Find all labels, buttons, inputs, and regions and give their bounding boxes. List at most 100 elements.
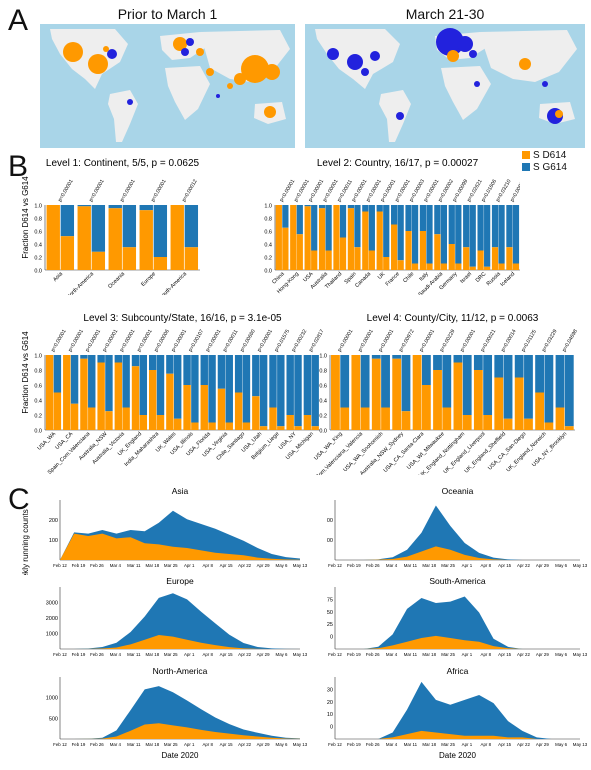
chart-title: North-America bbox=[153, 666, 208, 676]
x-tick-label: Apr 1 bbox=[462, 652, 473, 657]
bar-g614-usa-0 bbox=[304, 205, 311, 207]
y-tick-label: 0.6 bbox=[34, 230, 42, 236]
area-g614 bbox=[335, 596, 580, 649]
bar-d614-usa-ny-brooklyn-1 bbox=[564, 426, 574, 430]
bar-d614-france-1 bbox=[397, 260, 404, 270]
bar-d614-usa-virginia-1 bbox=[225, 422, 233, 430]
bar-g614-uk-0 bbox=[376, 205, 383, 212]
y-tick-label: 0.8 bbox=[264, 217, 272, 223]
bar-g614-uk-england-sheffield-1 bbox=[503, 355, 513, 419]
bar-d614-usa-wi-milwaukee-1 bbox=[442, 407, 452, 430]
bar-d614-usa-ca-1 bbox=[70, 403, 79, 430]
x-tick-label-usa-ca-san-diego: USA_CA_San-Diego bbox=[487, 431, 527, 471]
x-tick-label: Mar 4 bbox=[386, 742, 398, 747]
bar-d614-usa-wi-milwaukee-0 bbox=[433, 370, 442, 430]
y-tick-label: 0 bbox=[330, 635, 333, 641]
bar-d614-uk-wales-1 bbox=[173, 418, 182, 430]
x-tick-label-france: France bbox=[385, 271, 401, 287]
bar-d614-chile-0 bbox=[405, 231, 412, 270]
chart-title: Level 4: County/City, 11/12, p = 0.0063 bbox=[367, 313, 539, 324]
bar-g614-australia-1 bbox=[325, 205, 332, 251]
y-tick-label: 100 bbox=[49, 538, 58, 544]
y-tick-label: 0.4 bbox=[34, 243, 42, 249]
y-tick-label: 0.0 bbox=[264, 269, 272, 275]
p-value-label: p=0.01125 bbox=[521, 329, 538, 353]
bar-d614-australia-victoria-1 bbox=[122, 407, 130, 430]
bar-g614-australia-nsw-1 bbox=[105, 355, 113, 412]
bar-g614-europe-1 bbox=[153, 205, 168, 257]
bar-g614-israel-1 bbox=[469, 205, 476, 267]
y-tick-label: 0.4 bbox=[319, 399, 327, 405]
bar-d614-usa-ca-san-diego-0 bbox=[514, 377, 524, 430]
x-tick-label: Feb 26 bbox=[366, 563, 380, 568]
chart-asia-weekly-counts: Asia 100 200 Feb 12 Feb 19 Feb 26 Mar 4 Mar 11 M… bbox=[21, 486, 308, 575]
x-tick-label: Apr 22 bbox=[517, 652, 530, 657]
bar-d614-italy-1 bbox=[426, 263, 433, 270]
bar-d614-north-america-0 bbox=[77, 206, 91, 270]
bar-d614-iceland-1 bbox=[512, 263, 520, 270]
x-tick-label: Mar 18 bbox=[422, 742, 436, 747]
bar-d614-uk-england-sheffield-1 bbox=[503, 418, 513, 430]
bar-g614-uk-england-nottingham-0 bbox=[453, 355, 463, 363]
p-value-label: p<0.00001 bbox=[57, 179, 75, 203]
x-tick-label: May 13 bbox=[293, 742, 308, 747]
p-value-label: p=0.00660 bbox=[239, 329, 257, 353]
x-tick-label: Apr 8 bbox=[202, 652, 213, 657]
y-tick-label: 20 bbox=[327, 700, 333, 706]
x-tick-label: May 6 bbox=[276, 652, 289, 657]
bar-g614-iceland-1 bbox=[512, 205, 520, 264]
x-tick-label: Apr 8 bbox=[481, 652, 492, 657]
legend-label-g614: S G614 bbox=[533, 162, 567, 173]
p-value-label: p=0.00107 bbox=[188, 329, 206, 353]
y-tick-label: 0.2 bbox=[264, 256, 272, 262]
bar-g614-chile-1 bbox=[411, 205, 419, 264]
chart-title: Africa bbox=[447, 666, 469, 676]
bar-d614-europe-1 bbox=[153, 257, 168, 270]
bar-g614-usa-virginia-0 bbox=[217, 355, 226, 389]
bar-d614-uk-england-norwich-1 bbox=[544, 422, 554, 430]
bar-d614-usa-ca-santa-clara-0 bbox=[412, 355, 422, 430]
x-tick-label: Apr 8 bbox=[202, 563, 213, 568]
x-tick-label-usa: USA bbox=[302, 271, 314, 283]
bar-g614-china-1 bbox=[282, 205, 289, 228]
x-tick-label: Mar 11 bbox=[404, 563, 418, 568]
bar-d614-usa-florida-0 bbox=[200, 385, 208, 430]
bar-d614-south-america-0 bbox=[170, 205, 184, 270]
bar-g614-chile-santiago-1 bbox=[242, 355, 251, 423]
x-tick-label: Feb 26 bbox=[366, 652, 380, 657]
chart-level-3-subcounty-state: Level 3: Subcounty/State, 16/16, p = 3.1… bbox=[21, 313, 326, 475]
bar-d614-oceania-0 bbox=[108, 208, 122, 270]
bar-d614-chile-santiago-1 bbox=[242, 422, 251, 430]
x-tick-label: Apr 8 bbox=[202, 742, 213, 747]
bar-g614-saudi-arabia-1 bbox=[440, 205, 448, 264]
bar-g614-uk-england-0 bbox=[131, 355, 140, 367]
bar-d614-uk-england-sheffield-0 bbox=[494, 377, 504, 430]
bar-d614-israel-1 bbox=[469, 266, 476, 270]
bar-g614-usa-wi-milwaukee-1 bbox=[442, 355, 452, 408]
x-tick-label: Mar 25 bbox=[441, 742, 455, 747]
y-tick-label: 30 bbox=[327, 687, 333, 693]
bar-g614-uk-wales-1 bbox=[173, 355, 182, 419]
bar-d614-canada-1 bbox=[368, 250, 375, 270]
bar-d614-usa-illinois-1 bbox=[191, 422, 199, 430]
x-tick-label: Apr 15 bbox=[498, 742, 511, 747]
x-tick-label: Feb 12 bbox=[328, 742, 342, 747]
area-d614 bbox=[60, 635, 300, 649]
p-value-label: p=0.03229 bbox=[541, 329, 559, 353]
bar-g614-france-1 bbox=[397, 205, 404, 261]
bar-d614-thailand-1 bbox=[339, 237, 347, 270]
x-tick-label: Feb 26 bbox=[90, 742, 104, 747]
y-tick-label: 0.4 bbox=[34, 399, 42, 405]
bar-d614-usa-florida-1 bbox=[208, 422, 216, 430]
panel-label-b: B bbox=[8, 150, 29, 183]
bar-g614-uk-england-sheffield-0 bbox=[494, 355, 504, 378]
x-tick-label: Mar 4 bbox=[386, 652, 398, 657]
p-value-label: p=0.01575 bbox=[274, 329, 292, 353]
bar-d614-north-america-1 bbox=[91, 251, 106, 270]
x-tick-label-israel: Israel bbox=[459, 271, 473, 285]
bar-d614-usa-0 bbox=[304, 206, 311, 270]
x-axis-label: Date 2020 bbox=[439, 751, 476, 760]
legend-label-d614: S D614 bbox=[533, 150, 567, 161]
bar-d614-usa-ny-0 bbox=[286, 415, 294, 430]
x-tick-label: May 13 bbox=[573, 652, 588, 657]
